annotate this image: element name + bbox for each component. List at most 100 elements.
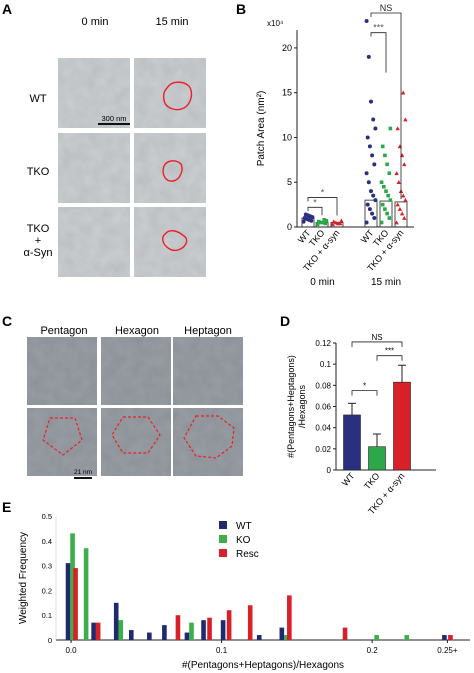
- patch-outline-wt: [162, 81, 193, 111]
- pentagon-outline: [42, 417, 83, 456]
- micrograph-texture: [27, 408, 97, 476]
- panel-letter-b: B: [236, 1, 246, 17]
- point-b: [388, 198, 393, 202]
- bar-e-ko: [404, 635, 410, 640]
- point-b: [301, 219, 306, 224]
- bar-d-0: [343, 414, 361, 471]
- micrograph-texture: [134, 207, 206, 277]
- bar-e-ko: [374, 635, 379, 640]
- point-b: [388, 126, 393, 131]
- y-axis-label-e: Weighted Frequency: [18, 532, 29, 624]
- panel-d-chart: 0 0.02 0.04 0.06 0.08 0.1 0.12 #(Pentagons+Hept…: [286, 333, 436, 516]
- bar-e-wt: [65, 563, 71, 640]
- point-b: [397, 206, 403, 211]
- panel-e-chart: 0 0.1 0.2 0.3 0.4 0.5 0.0 0.1 0.2 0.25+ Weighted F…: [18, 512, 470, 671]
- point-b: [364, 220, 369, 225]
- bar-e-ko: [118, 620, 124, 640]
- point-b: [371, 117, 376, 122]
- bar-d-2: [393, 381, 411, 471]
- bar-e-wt: [220, 620, 226, 640]
- row-label-tko-asyn: TKO + α-Syn: [24, 223, 53, 259]
- point-b: [365, 135, 370, 140]
- point-b: [303, 212, 308, 217]
- point-b: [367, 207, 372, 212]
- point-b: [367, 144, 372, 149]
- micrograph-texture: [134, 133, 206, 203]
- sig-bracket-b: [370, 12, 402, 199]
- bar-b-1-2: [394, 201, 408, 228]
- col-label-0min: 0 min: [82, 16, 109, 28]
- point-b: [364, 19, 369, 24]
- heptagon-outline: [183, 415, 235, 459]
- point-b: [396, 180, 401, 185]
- y-tick-label-e: 0.5: [42, 512, 52, 521]
- panel-letter-d: D: [280, 313, 290, 329]
- point-b: [364, 171, 369, 176]
- point-b: [323, 221, 328, 226]
- point-b: [373, 198, 378, 203]
- y-tick-label-e: 0.4: [42, 537, 52, 546]
- sig-label-b: ***: [373, 23, 384, 33]
- point-b: [330, 222, 335, 227]
- scale-bar-label-a: 300 nm: [101, 114, 126, 123]
- y-tick-label-d: 0: [327, 466, 332, 475]
- point-b: [373, 126, 378, 131]
- point-b: [331, 219, 336, 224]
- row-label-line: α-Syn: [24, 247, 53, 259]
- y-axis-label-d: #(Pentagons+Heptagons)/Hexagons: [286, 355, 307, 458]
- bar-e-ko: [189, 622, 194, 640]
- point-b: [385, 211, 389, 216]
- point-b: [302, 216, 307, 221]
- y-tick-label-e: 0: [48, 636, 52, 645]
- panel-a-micrographs: 0 min 15 min WT TKO TKO + α-Syn 300 nm: [24, 16, 206, 277]
- bar-b-1-1: [379, 200, 393, 228]
- point-b: [321, 220, 325, 225]
- sig-bracket-d: [351, 390, 378, 396]
- x-axis-label-e: #(Pentagons+Heptagons)/Hexagons: [182, 660, 344, 671]
- y-tick-label-b: 20: [282, 43, 292, 53]
- point-b: [370, 211, 375, 216]
- bar-e-wt: [201, 620, 206, 640]
- point-b: [315, 222, 320, 227]
- patch-outline-tko-asyn: [161, 229, 188, 252]
- point-b: [395, 126, 400, 131]
- point-b: [402, 215, 407, 220]
- panel-letter-a: A: [2, 1, 12, 17]
- y-tick-label-b: 10: [282, 132, 292, 142]
- legend-label-resc: Resc: [236, 549, 259, 560]
- y-tick-label-d: 0.12: [315, 339, 331, 348]
- sig-label-b: NS: [380, 3, 393, 13]
- point-b: [372, 216, 377, 221]
- point-b: [385, 162, 389, 167]
- row-label-line: +: [35, 235, 41, 247]
- scale-bar-label-c: 21 nm: [74, 469, 92, 476]
- point-b: [395, 202, 400, 207]
- point-b: [379, 220, 384, 225]
- point-b: [366, 54, 371, 59]
- point-b: [387, 216, 392, 220]
- patch-outline-tko: [162, 160, 183, 182]
- point-b: [383, 207, 387, 211]
- sig-bracket-d: [376, 355, 403, 361]
- y-multiplier-b: x10⁴: [267, 19, 284, 28]
- legend-label-wt: WT: [236, 521, 252, 532]
- group-label-b: 15 min: [371, 277, 401, 288]
- point-b: [319, 220, 323, 225]
- point-b: [370, 153, 375, 158]
- micrograph-texture: [173, 337, 243, 405]
- col-label-pentagon: Pentagon: [40, 325, 87, 337]
- bar-e-resc: [226, 610, 232, 640]
- micrograph-texture: [134, 58, 206, 128]
- sig-bracket-b: [370, 32, 387, 73]
- point-b: [379, 180, 384, 185]
- point-b: [365, 202, 370, 207]
- point-b: [371, 193, 376, 198]
- micrograph-texture: [101, 337, 171, 405]
- y-tick-label-d: 0.08: [315, 381, 331, 390]
- bar-e-wt: [162, 625, 167, 640]
- point-b: [384, 189, 388, 193]
- point-b: [394, 171, 399, 176]
- bar-e-resc: [448, 635, 453, 640]
- point-b: [394, 220, 399, 225]
